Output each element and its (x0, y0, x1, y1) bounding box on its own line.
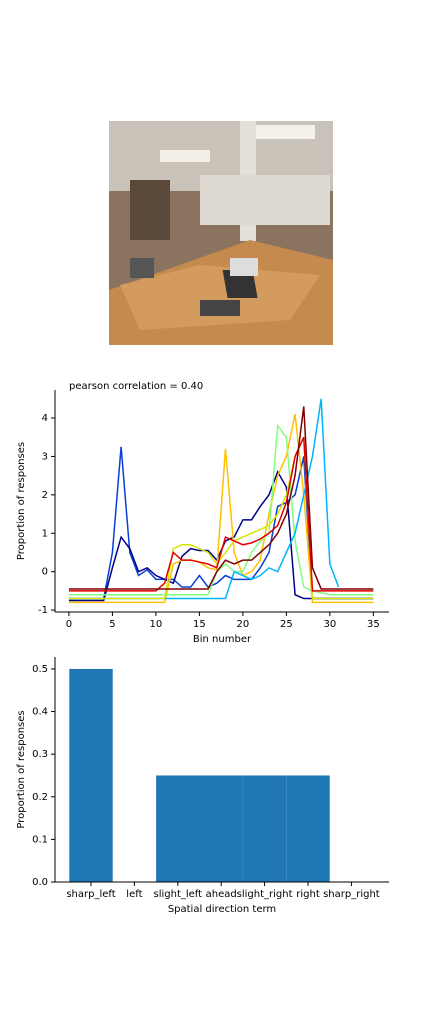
x-tick-label: left (126, 889, 142, 900)
x-tick-label: right (296, 889, 320, 900)
y-tick-label: 0 (42, 567, 48, 578)
y-axis-label: Proportion of responses (16, 442, 27, 560)
x-tick-label: 15 (193, 619, 206, 630)
x-tick-label: 5 (109, 619, 115, 630)
y-tick-label: 4 (42, 413, 48, 424)
series-line (68, 436, 374, 600)
series-line (68, 436, 374, 592)
chart-title: pearson correlation = 0.40 (69, 381, 203, 392)
x-tick-label: sharp_right (323, 889, 380, 900)
bar (242, 775, 287, 882)
y-tick-label: 1 (42, 528, 48, 539)
y-tick-label: 0.1 (32, 834, 48, 845)
series-line (68, 423, 374, 596)
x-tick-label: slight_left (154, 889, 203, 900)
x-tick-label: 10 (150, 619, 163, 630)
x-axis-label: Spatial direction term (168, 904, 276, 915)
x-axis-label: Bin number (193, 634, 252, 645)
y-tick-label: 0.3 (32, 749, 48, 760)
y-tick-label: 0.4 (32, 707, 48, 718)
bar (156, 775, 200, 882)
y-tick-label: 2 (42, 490, 48, 501)
x-tick-label: ahead (206, 889, 237, 900)
y-tick-label: 3 (42, 451, 48, 462)
series-line (68, 414, 374, 604)
x-tick-label: 35 (367, 619, 380, 630)
y-tick-label: 0.5 (32, 664, 48, 675)
y-tick-label: 0.2 (32, 792, 48, 803)
y-tick-label: 0.0 (32, 877, 48, 888)
y-tick-label: -1 (38, 605, 48, 616)
bar (69, 668, 113, 882)
x-tick-label: slight_right (237, 889, 293, 900)
x-tick-label: 20 (237, 619, 250, 630)
x-tick-label: 0 (66, 619, 72, 630)
photo (109, 121, 333, 345)
x-tick-label: sharp_left (66, 889, 115, 900)
bar (199, 775, 243, 882)
x-tick-label: 30 (323, 619, 336, 630)
series-line (68, 406, 374, 590)
x-tick-label: 25 (280, 619, 293, 630)
y-axis-label: Proportion of responses (16, 710, 27, 828)
bar (286, 775, 330, 882)
